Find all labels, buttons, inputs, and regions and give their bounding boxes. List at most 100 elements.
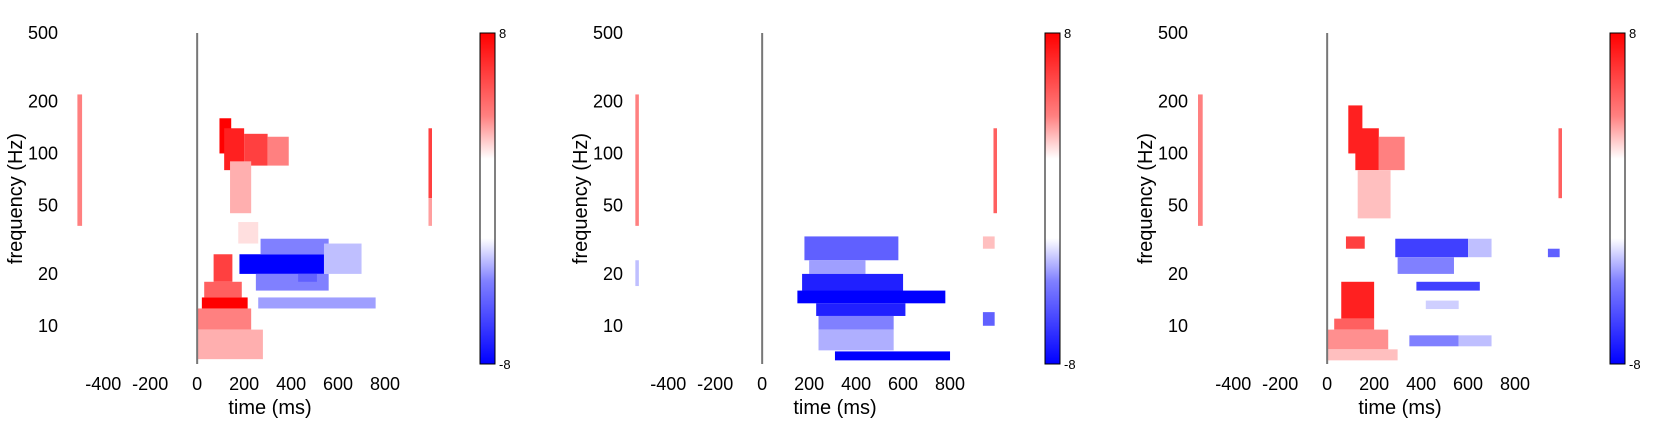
colorbar-max-label: 8 xyxy=(1064,26,1071,41)
heatmap-cells xyxy=(77,94,432,360)
heatmap-cell-11 xyxy=(1341,281,1375,319)
y-axis-label: frequency (Hz) xyxy=(5,133,27,264)
heatmap-cell-0 xyxy=(77,94,83,226)
heatmap-cell-3 xyxy=(1378,136,1405,171)
y-tick-10: 10 xyxy=(38,316,58,336)
heatmap-cell-0 xyxy=(1198,94,1203,226)
x-tick--200: -200 xyxy=(1262,374,1298,394)
y-tick-labels: 10 20 50 100 200 500 xyxy=(28,23,58,336)
heatmap-cell-10 xyxy=(1425,300,1459,310)
heatmap-cell-3 xyxy=(244,133,268,166)
heatmap-cell-11 xyxy=(982,236,995,249)
y-tick-100: 100 xyxy=(28,143,58,163)
heatmap-cell-4 xyxy=(1357,170,1391,219)
heatmap-cell-2 xyxy=(804,236,899,261)
x-tick-200: 200 xyxy=(229,374,259,394)
heatmap-cell-6 xyxy=(816,303,906,316)
y-tick-100: 100 xyxy=(593,143,623,163)
heatmap-cell-15 xyxy=(255,273,329,291)
colorbar-max-label: 8 xyxy=(1629,26,1636,41)
x-tick--200: -200 xyxy=(697,374,733,394)
heatmap-cell-14 xyxy=(323,243,362,274)
y-axis-label: frequency (Hz) xyxy=(1135,133,1157,264)
x-axis-label: time (ms) xyxy=(1358,397,1441,419)
colorbar-min-label: -8 xyxy=(1064,357,1076,372)
heatmap-cell-12 xyxy=(993,128,997,214)
y-tick-labels: 10 20 50 100 200 500 xyxy=(1158,23,1188,336)
heatmap-cell-10 xyxy=(982,312,995,326)
y-tick-500: 500 xyxy=(1158,23,1188,43)
x-tick-labels: -400 -200 0 200 400 600 800 xyxy=(85,374,400,394)
heatmap-cell-4 xyxy=(267,136,289,166)
x-tick-400: 400 xyxy=(841,374,871,394)
heatmap-cell-1 xyxy=(635,260,639,287)
heatmap-cell-9 xyxy=(204,281,242,298)
x-tick--400: -400 xyxy=(650,374,686,394)
y-tick-50: 50 xyxy=(38,195,58,215)
panel-2: 10 20 50 100 200 500 -400 -200 0 200 400 600 800 ti… xyxy=(570,23,1076,419)
x-tick-200: 200 xyxy=(794,374,824,394)
y-tick-20: 20 xyxy=(38,264,58,284)
colorbar-min-label: -8 xyxy=(1629,357,1641,372)
y-tick-50: 50 xyxy=(1168,195,1188,215)
heatmap-cell-15 xyxy=(1409,335,1459,347)
heatmap-cell-4 xyxy=(802,273,904,296)
heatmap-cell-6 xyxy=(1395,238,1469,258)
x-tick-600: 600 xyxy=(323,374,353,394)
y-tick-100: 100 xyxy=(1158,143,1188,163)
heatmap-cells xyxy=(635,94,997,361)
heatmap-cell-17 xyxy=(298,273,317,282)
heatmap-cell-13 xyxy=(260,238,329,255)
x-tick-400: 400 xyxy=(276,374,306,394)
heatmap-cell-5 xyxy=(1345,236,1365,249)
heatmap-cell-7 xyxy=(1468,238,1492,258)
heatmap-cell-10 xyxy=(197,308,252,330)
heatmap-cell-13 xyxy=(1327,329,1389,350)
heatmap-cell-18 xyxy=(1558,128,1562,199)
y-tick-500: 500 xyxy=(593,23,623,43)
colorbar xyxy=(479,32,496,365)
colorbar xyxy=(1044,32,1061,365)
heatmap-cell-14 xyxy=(1327,349,1398,361)
heatmap-cell-7 xyxy=(818,315,894,330)
x-tick-800: 800 xyxy=(370,374,400,394)
y-tick-20: 20 xyxy=(1168,264,1188,284)
heatmap-cells xyxy=(1198,94,1562,361)
x-tick-0: 0 xyxy=(1322,374,1332,394)
x-axis-label: time (ms) xyxy=(793,397,876,419)
x-tick-800: 800 xyxy=(935,374,965,394)
panel-3: 10 20 50 100 200 500 -400 -200 0 200 400 600 800 ti… xyxy=(1135,23,1641,419)
x-tick--400: -400 xyxy=(85,374,121,394)
colorbar xyxy=(1609,32,1626,365)
heatmap-cell-2 xyxy=(224,128,245,171)
heatmap-cell-5 xyxy=(230,161,252,214)
heatmap-cell-12 xyxy=(1334,318,1375,330)
x-tick--400: -400 xyxy=(1215,374,1251,394)
heatmap-cell-9 xyxy=(1416,281,1480,291)
heatmap-cell-11 xyxy=(197,329,263,360)
heatmap-cell-0 xyxy=(635,94,639,226)
x-tick-600: 600 xyxy=(1453,374,1483,394)
panel-1: 10 20 50 100 200 500 -400 -200 0 200 400 600 800 ti… xyxy=(5,23,511,419)
x-tick-600: 600 xyxy=(888,374,918,394)
colorbar-min-label: -8 xyxy=(499,357,511,372)
heatmap-cell-7 xyxy=(213,254,233,282)
heatmap-cell-16 xyxy=(1458,335,1492,347)
heatmap-cell-9 xyxy=(834,351,951,361)
colorbar-max-label: 8 xyxy=(499,26,506,41)
y-tick-10: 10 xyxy=(1168,316,1188,336)
y-tick-50: 50 xyxy=(603,195,623,215)
heatmap-cell-19 xyxy=(428,198,432,226)
heatmap-cell-8 xyxy=(1397,257,1454,274)
x-tick-0: 0 xyxy=(757,374,767,394)
x-axis-label: time (ms) xyxy=(228,397,311,419)
y-tick-200: 200 xyxy=(1158,92,1188,112)
heatmap-cell-12 xyxy=(239,254,324,274)
x-tick-labels: -400 -200 0 200 400 600 800 xyxy=(650,374,965,394)
heatmap-cell-3 xyxy=(809,260,866,274)
x-tick-200: 200 xyxy=(1359,374,1389,394)
y-tick-20: 20 xyxy=(603,264,623,284)
x-tick-400: 400 xyxy=(1406,374,1436,394)
heatmap-cell-2 xyxy=(1355,128,1379,171)
